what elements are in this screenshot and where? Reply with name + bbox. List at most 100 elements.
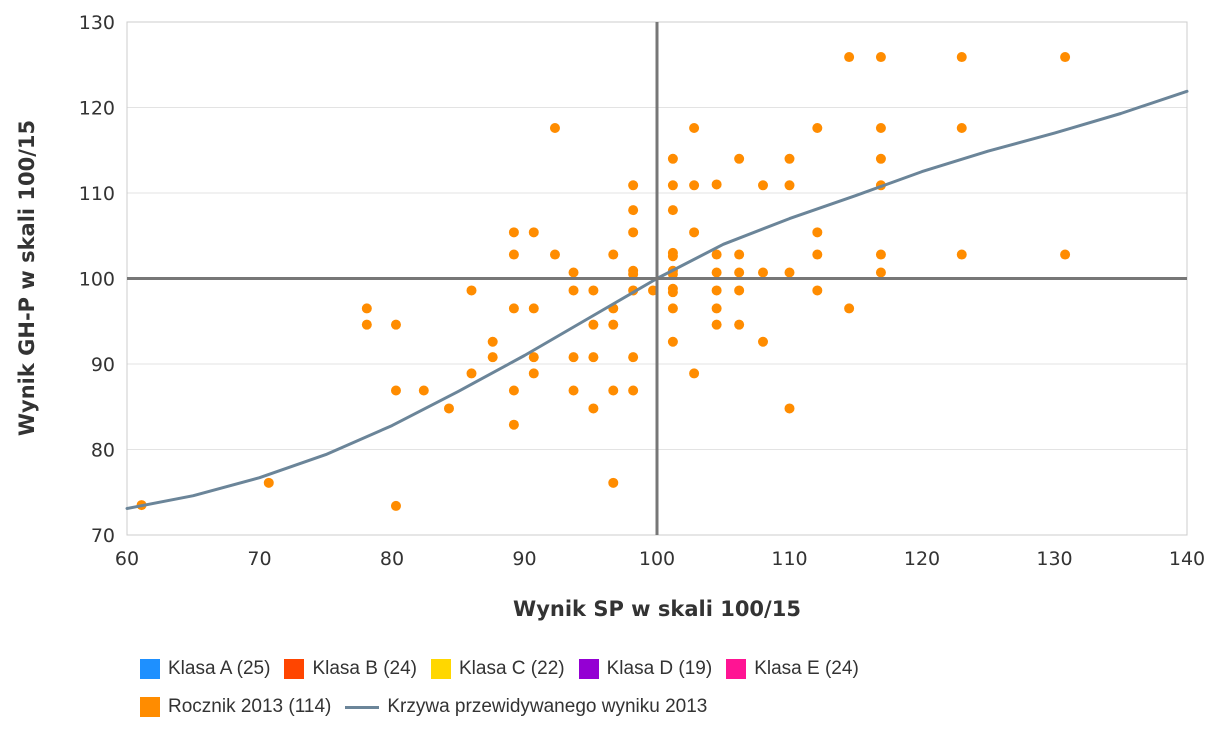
scatter-point[interactable] [361, 319, 372, 330]
scatter-point[interactable] [466, 368, 477, 379]
scatter-point[interactable] [689, 368, 700, 379]
scatter-point[interactable] [508, 385, 519, 396]
scatter-point[interactable] [588, 285, 599, 296]
legend-item-klasa-e[interactable]: Klasa E (24) [726, 658, 859, 680]
scatter-point[interactable] [568, 352, 579, 363]
scatter-point[interactable] [508, 227, 519, 238]
scatter-point[interactable] [711, 249, 722, 260]
scatter-point[interactable] [784, 153, 795, 164]
scatter-point[interactable] [1060, 52, 1071, 63]
scatter-point[interactable] [588, 319, 599, 330]
reference-lines [127, 22, 1187, 535]
scatter-point[interactable] [844, 303, 855, 314]
legend-label-rocznik-2013: Rocznik 2013 (114) [168, 696, 332, 717]
scatter-point[interactable] [875, 52, 886, 63]
scatter-point[interactable] [487, 352, 498, 363]
scatter-point[interactable] [875, 267, 886, 278]
scatter-point[interactable] [844, 52, 855, 63]
scatter-point[interactable] [588, 352, 599, 363]
scatter-point[interactable] [418, 385, 429, 396]
scatter-point[interactable] [758, 180, 768, 191]
scatter-point[interactable] [956, 123, 967, 134]
scatter-point[interactable] [711, 319, 722, 330]
scatter-point[interactable] [667, 251, 678, 262]
scatter-point[interactable] [875, 153, 886, 164]
scatter-point[interactable] [568, 285, 579, 296]
scatter-point[interactable] [443, 403, 454, 414]
scatter-point[interactable] [734, 267, 745, 278]
scatter-point[interactable] [711, 303, 722, 314]
scatter-point[interactable] [784, 267, 795, 278]
scatter-point[interactable] [812, 123, 823, 134]
x-tick-label: 140 [1169, 548, 1205, 570]
scatter-point[interactable] [1060, 249, 1071, 260]
scatter-point[interactable] [608, 477, 619, 488]
scatter-point[interactable] [734, 285, 745, 296]
scatter-point[interactable] [875, 123, 886, 134]
scatter-point[interactable] [784, 403, 795, 414]
scatter-point[interactable] [667, 336, 678, 347]
scatter-point[interactable] [549, 249, 560, 260]
scatter-point[interactable] [568, 267, 579, 278]
scatter-point[interactable] [812, 249, 823, 260]
scatter-point[interactable] [588, 403, 599, 414]
legend-label-klasa-e: Klasa E (24) [754, 658, 859, 679]
legend-item-klasa-b[interactable]: Klasa B (24) [284, 658, 417, 680]
scatter-point[interactable] [263, 477, 274, 488]
scatter-point[interactable] [628, 269, 639, 280]
legend-item-klasa-d[interactable]: Klasa D (19) [578, 658, 712, 680]
legend-item-klasa-a[interactable]: Klasa A (25) [140, 658, 270, 680]
scatter-point[interactable] [390, 319, 401, 330]
scatter-point[interactable] [667, 180, 678, 191]
scatter-point[interactable] [758, 336, 768, 347]
scatter-point[interactable] [390, 385, 401, 396]
chart-legend: Klasa A (25) Klasa B (24) Klasa C (22) K… [140, 652, 1140, 728]
legend-item-rocznik-2013[interactable]: Rocznik 2013 (114) [140, 696, 331, 718]
scatter-point[interactable] [390, 500, 401, 511]
scatter-point[interactable] [628, 180, 639, 191]
scatter-point[interactable] [628, 227, 639, 238]
scatter-point[interactable] [812, 285, 823, 296]
scatter-point[interactable] [466, 285, 477, 296]
scatter-point[interactable] [528, 303, 539, 314]
scatter-point[interactable] [784, 180, 795, 191]
scatter-point[interactable] [689, 227, 700, 238]
scatter-point[interactable] [667, 153, 678, 164]
scatter-point[interactable] [508, 419, 519, 430]
scatter-point[interactable] [734, 319, 745, 330]
scatter-point[interactable] [508, 303, 519, 314]
scatter-point[interactable] [667, 205, 678, 216]
scatter-point[interactable] [628, 205, 639, 216]
scatter-point[interactable] [812, 227, 823, 238]
scatter-point[interactable] [549, 123, 560, 134]
scatter-point[interactable] [758, 267, 768, 278]
scatter-point[interactable] [734, 153, 745, 164]
scatter-point[interactable] [361, 303, 372, 314]
scatter-point[interactable] [508, 249, 519, 260]
scatter-point[interactable] [689, 123, 700, 134]
legend-row-2: Rocznik 2013 (114) Krzywa przewidywanego… [140, 690, 1140, 724]
scatter-point[interactable] [711, 267, 722, 278]
scatter-point[interactable] [608, 385, 619, 396]
scatter-point[interactable] [734, 249, 745, 260]
scatter-point[interactable] [956, 52, 967, 63]
scatter-point[interactable] [875, 249, 886, 260]
legend-item-prediction-curve[interactable]: Krzywa przewidywanego wyniku 2013 [345, 696, 707, 718]
scatter-point[interactable] [689, 180, 700, 191]
legend-item-klasa-c[interactable]: Klasa C (22) [431, 658, 565, 680]
scatter-point[interactable] [487, 336, 498, 347]
scatter-point[interactable] [711, 285, 722, 296]
scatter-point[interactable] [568, 385, 579, 396]
scatter-point[interactable] [956, 249, 967, 260]
scatter-point[interactable] [528, 368, 539, 379]
scatter-point[interactable] [628, 352, 639, 363]
scatter-point[interactable] [711, 179, 722, 190]
scatter-point[interactable] [608, 249, 619, 260]
scatter-point[interactable] [528, 352, 539, 363]
scatter-point[interactable] [608, 319, 619, 330]
scatter-point[interactable] [667, 303, 678, 314]
scatter-point[interactable] [528, 227, 539, 238]
scatter-point[interactable] [667, 287, 678, 298]
scatter-point[interactable] [628, 385, 639, 396]
